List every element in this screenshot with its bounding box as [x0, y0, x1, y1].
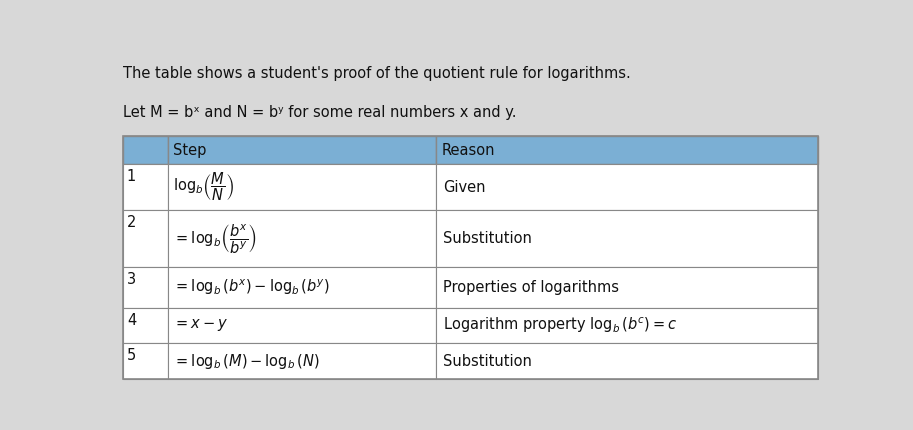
Bar — [168, 267, 436, 307]
Bar — [122, 136, 818, 379]
Bar — [168, 343, 436, 379]
Bar — [122, 164, 168, 210]
Bar — [436, 343, 818, 379]
Bar — [122, 210, 168, 267]
Bar — [122, 136, 168, 164]
Text: 3: 3 — [127, 273, 136, 287]
Text: Properties of logarithms: Properties of logarithms — [443, 280, 619, 295]
Text: 2: 2 — [127, 215, 136, 230]
Bar — [436, 210, 818, 267]
Bar — [436, 267, 818, 307]
Text: Let M = bˣ and N = bʸ for some real numbers x and y.: Let M = bˣ and N = bʸ for some real numb… — [122, 104, 516, 120]
Text: $= \log_b(b^x) - \log_b(b^y)$: $= \log_b(b^x) - \log_b(b^y)$ — [173, 278, 331, 297]
Text: 4: 4 — [127, 313, 136, 328]
Bar — [436, 136, 818, 164]
Text: $= x - y$: $= x - y$ — [173, 317, 229, 333]
Bar — [168, 307, 436, 343]
Bar — [122, 307, 168, 343]
Text: 1: 1 — [127, 169, 136, 184]
Bar — [168, 164, 436, 210]
Bar — [168, 210, 436, 267]
Text: $= \log_b(M) - \log_b(N)$: $= \log_b(M) - \log_b(N)$ — [173, 352, 320, 371]
Text: $= \log_b\!\left(\dfrac{b^x}{b^y}\right)$: $= \log_b\!\left(\dfrac{b^x}{b^y}\right)… — [173, 222, 257, 256]
Text: Reason: Reason — [441, 142, 495, 157]
Bar — [168, 136, 436, 164]
Text: Step: Step — [173, 142, 207, 157]
Text: Substitution: Substitution — [443, 231, 531, 246]
Bar — [436, 307, 818, 343]
Text: Given: Given — [443, 180, 485, 195]
Bar — [122, 343, 168, 379]
Text: 5: 5 — [127, 348, 136, 363]
Text: $\log_b\!\left(\dfrac{M}{N}\right)$: $\log_b\!\left(\dfrac{M}{N}\right)$ — [173, 171, 235, 203]
Bar — [436, 164, 818, 210]
Text: The table shows a student's proof of the quotient rule for logarithms.: The table shows a student's proof of the… — [122, 67, 630, 82]
Text: Substitution: Substitution — [443, 353, 531, 369]
Text: Logarithm property $\log_b(b^c) = c$: Logarithm property $\log_b(b^c) = c$ — [443, 316, 677, 335]
Bar — [122, 267, 168, 307]
